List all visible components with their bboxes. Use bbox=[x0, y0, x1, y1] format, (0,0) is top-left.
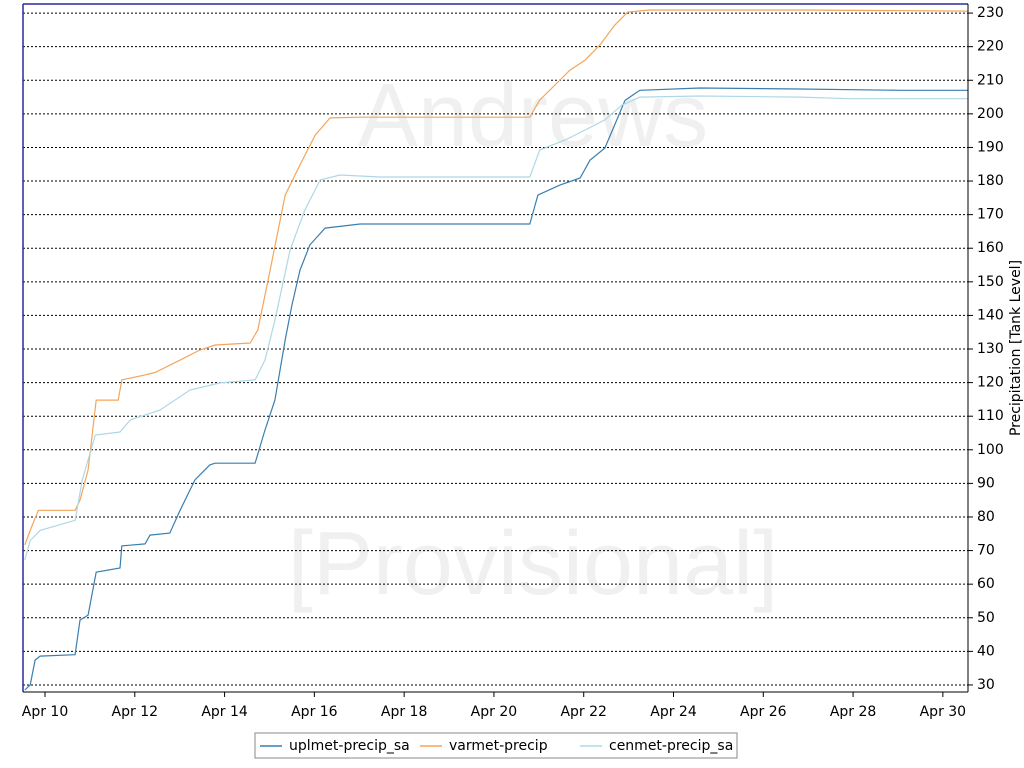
y-tick-label: 220 bbox=[977, 39, 1004, 55]
y-tick-label: 90 bbox=[977, 475, 995, 491]
series-line bbox=[24, 9, 969, 546]
y-tick-label: 200 bbox=[977, 106, 1004, 122]
y-tick-label: 70 bbox=[977, 543, 995, 559]
x-tick-label: Apr 28 bbox=[830, 704, 876, 720]
y-tick-label: 190 bbox=[977, 139, 1004, 155]
y-tick-label: 130 bbox=[977, 341, 1004, 357]
y-tick-label: 50 bbox=[977, 610, 995, 626]
y-tick-label: 230 bbox=[977, 5, 1004, 21]
y-tick-label: 160 bbox=[977, 240, 1004, 256]
x-tick-label: Apr 18 bbox=[381, 704, 427, 720]
y-tick-label: 120 bbox=[977, 375, 1004, 391]
legend bbox=[254, 732, 738, 759]
y-tick-label: 170 bbox=[977, 207, 1004, 223]
x-tick-label: Apr 20 bbox=[471, 704, 517, 720]
x-tick-label: Apr 16 bbox=[291, 704, 338, 720]
x-tick-label: Apr 30 bbox=[920, 704, 966, 720]
y-tick-label: 80 bbox=[977, 509, 995, 525]
x-tick-label: Apr 10 bbox=[22, 704, 68, 720]
y-tick-label: 40 bbox=[977, 643, 995, 659]
x-tick-label: Apr 12 bbox=[112, 704, 158, 720]
watermark: Andrews bbox=[358, 66, 708, 166]
y-tick-label: 140 bbox=[977, 307, 1004, 323]
grid bbox=[23, 12, 968, 686]
x-tick-label: Apr 24 bbox=[650, 704, 697, 720]
y-tick-label: 150 bbox=[977, 274, 1004, 290]
y-tick-label: 110 bbox=[977, 408, 1004, 424]
legend-label: uplmet-precip_sa bbox=[289, 738, 410, 754]
x-tick-label: Apr 14 bbox=[201, 704, 248, 720]
watermark: [Provisional] bbox=[288, 514, 778, 614]
y-tick-label: 180 bbox=[977, 173, 1004, 189]
x-tick-label: Apr 22 bbox=[560, 704, 606, 720]
plot-lines bbox=[24, 9, 969, 691]
y-tick-label: 210 bbox=[977, 72, 1004, 88]
y-tick-label: 100 bbox=[977, 442, 1004, 458]
series-line bbox=[24, 87, 968, 691]
series-line bbox=[24, 95, 968, 561]
legend-label: varmet-precip bbox=[449, 738, 548, 754]
y-tick-label: 30 bbox=[977, 677, 995, 693]
legend-label: cenmet-precip_sa bbox=[609, 738, 733, 754]
y-tick-label: 60 bbox=[977, 576, 995, 592]
x-tick-label: Apr 26 bbox=[740, 704, 787, 720]
y-axis-label: Precipitation [Tank Level] bbox=[1008, 260, 1024, 436]
